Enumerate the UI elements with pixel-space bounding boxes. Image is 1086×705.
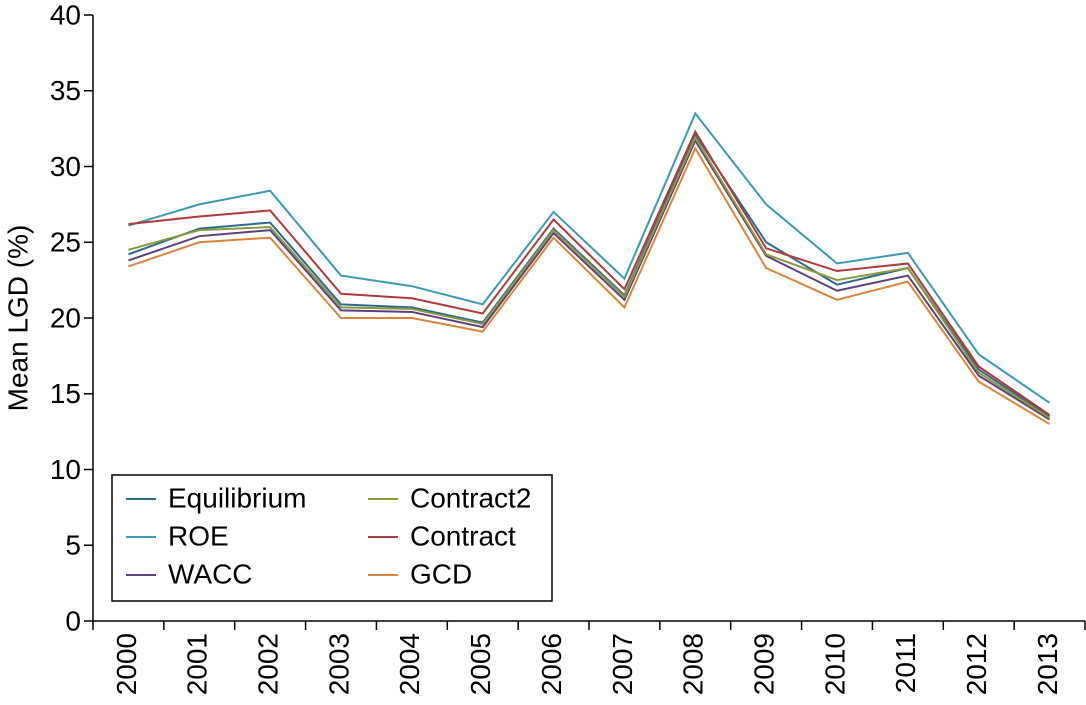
x-tick-label: 2009 [749,633,780,695]
x-tick-label: 2004 [394,633,425,695]
legend-label: WACC [168,558,253,589]
x-tick-label: 2002 [253,633,284,695]
legend-label: Contract2 [410,482,531,513]
series-line [128,129,1051,416]
series-line [128,111,1051,404]
x-tick-label: 2011 [890,633,921,693]
x-tick-label: 2012 [961,633,992,695]
legend-box [111,474,553,602]
x-tick-label: 2013 [1032,633,1063,695]
y-tick-label: 25 [50,227,81,258]
series-line [128,132,1051,418]
x-tick-label: 2000 [111,633,142,695]
x-tick-label: 2005 [465,633,496,695]
y-tick-label: 10 [50,454,81,485]
y-tick-label: 5 [65,530,81,561]
series-line [128,146,1051,425]
legend-label: ROE [168,520,229,551]
x-tick-label: 2007 [607,633,638,695]
x-tick-label: 2006 [536,633,567,695]
x-tick-label: 2010 [819,633,850,695]
legend-label: GCD [410,558,472,589]
y-tick-label: 0 [65,605,81,636]
series-line [128,135,1051,419]
x-tick-label: 2001 [182,633,213,695]
x-tick-label: 2003 [323,633,354,695]
y-tick-label: 15 [50,378,81,409]
legend-label: Equilibrium [168,482,307,513]
y-axis-label: Mean LGD (%) [2,225,33,412]
series-line [128,138,1051,421]
y-tick-label: 30 [50,151,81,182]
legend-label: Contract [410,520,516,551]
y-tick-label: 20 [50,302,81,333]
y-tick-label: 40 [50,0,81,30]
x-tick-label: 2008 [678,633,709,695]
y-tick-label: 35 [50,75,81,106]
